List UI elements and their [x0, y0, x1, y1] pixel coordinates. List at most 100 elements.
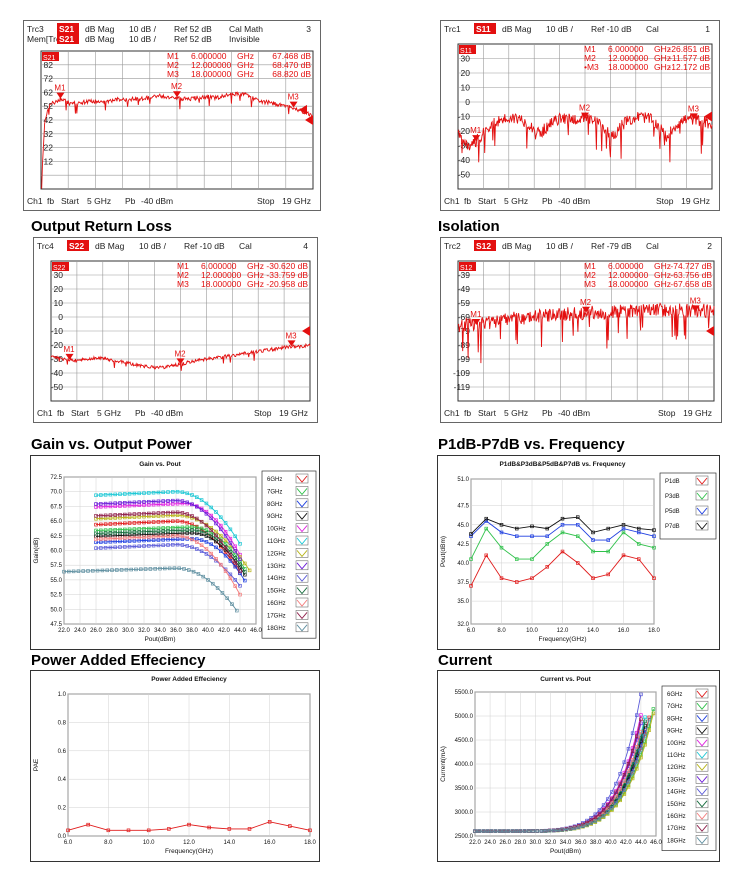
data-point	[166, 510, 170, 515]
data-point	[225, 596, 229, 600]
data-point	[228, 576, 233, 581]
current-vs-pout-chart: Current vs. Pout 22.0 24.0 26.0 28.0 30.0 32.0…	[437, 670, 720, 862]
data-point	[639, 713, 643, 717]
y-tick-label: -50	[51, 382, 64, 392]
data-point	[576, 825, 581, 830]
footer-field: -40 dBm	[141, 196, 173, 206]
marker-readout-freq: 18.000000	[608, 279, 648, 289]
data-point	[514, 580, 519, 584]
data-point	[185, 528, 189, 532]
y-tick-label: 70.0	[50, 490, 62, 496]
y-tick-label: 30	[461, 54, 471, 64]
data-point	[591, 576, 595, 580]
data-point	[591, 538, 595, 542]
data-point	[560, 530, 565, 535]
data-point	[214, 521, 218, 526]
data-point	[639, 717, 643, 721]
data-point	[161, 511, 165, 515]
x-tick-label: 6.0	[64, 840, 73, 846]
legend-label: 10GHz	[667, 741, 686, 747]
s11-return-loss-chart: Trc1 S11 dB Mag 10 dB / Ref -10 dB Cal 1 30 20 10…	[440, 20, 720, 211]
data-point	[132, 512, 137, 516]
data-point	[100, 568, 105, 573]
y-tick-label: 0.0	[58, 834, 67, 840]
legend-swatch	[296, 488, 308, 496]
data-point	[618, 782, 622, 786]
data-point	[143, 567, 148, 571]
legend-swatch-box	[695, 688, 709, 699]
legend-swatch-box	[695, 786, 709, 796]
data-point	[142, 535, 146, 539]
data-point	[190, 537, 194, 542]
data-point	[199, 549, 204, 553]
data-point	[167, 827, 171, 831]
legend-swatch	[696, 776, 708, 784]
data-point	[585, 823, 589, 827]
footer-field: 19 GHz	[279, 408, 308, 418]
data-point	[156, 502, 161, 507]
data-point	[156, 538, 161, 542]
y-tick-label: 5000.0	[455, 714, 474, 720]
y-tick-label: 62.5	[50, 534, 62, 540]
data-point	[108, 501, 113, 506]
data-point	[118, 530, 122, 535]
data-point	[652, 576, 656, 580]
chart-svg: Trc3 S21 dB Mag 10 dB / Ref 52 dB Cal Math 3 Me…	[23, 20, 321, 211]
data-point	[576, 534, 580, 538]
series-line	[67, 821, 311, 831]
legend-swatch	[696, 690, 708, 698]
data-point	[171, 510, 175, 515]
data-point	[469, 584, 473, 588]
data-point	[142, 511, 146, 516]
data-point	[228, 553, 233, 557]
legend-label: 11GHz	[267, 539, 285, 545]
data-point	[195, 547, 199, 551]
header-param: S21	[59, 24, 74, 34]
legend-swatch-box	[295, 535, 309, 546]
header-field: 10 dB /	[546, 24, 574, 34]
data-point	[233, 564, 237, 569]
data-point	[209, 528, 213, 532]
y-tick-label: -30	[458, 141, 471, 151]
data-point	[556, 828, 560, 833]
data-point	[204, 552, 209, 556]
legend-label: 13GHz	[267, 564, 286, 570]
data-point	[139, 567, 143, 571]
footer-field: Ch1	[444, 408, 460, 418]
data-point	[103, 522, 108, 526]
data-point	[499, 530, 504, 535]
data-point	[175, 501, 180, 506]
marker-readout-unit: GHz	[247, 261, 264, 271]
data-point	[214, 545, 218, 550]
trace-badge-label: S11	[460, 48, 472, 55]
footer-field: 5 GHz	[504, 408, 528, 418]
data-point	[219, 533, 223, 538]
data-point	[485, 829, 490, 833]
header-field: Ref -79 dB	[591, 241, 632, 251]
data-point	[635, 713, 639, 717]
data-point	[123, 501, 127, 505]
data-point	[484, 526, 488, 531]
legend-swatch-box	[295, 510, 309, 521]
marker-readout-unit: GHz	[237, 60, 254, 70]
x-tick-label: 18.0	[648, 628, 660, 634]
x-tick-label: 10.0	[526, 628, 538, 634]
data-point	[576, 523, 580, 527]
data-point	[204, 531, 209, 535]
data-point	[113, 536, 117, 541]
legend-swatch	[296, 512, 308, 520]
data-point	[127, 530, 132, 534]
marker-readout-value: -12.172 dB	[668, 62, 710, 72]
data-point	[610, 806, 614, 810]
marker-readout-label: M2	[177, 270, 189, 280]
data-point	[113, 501, 117, 505]
data-point	[175, 537, 180, 542]
marker-label: M1	[64, 345, 76, 354]
header-field: 2	[707, 241, 712, 251]
data-point	[530, 576, 534, 580]
footer-field: 19 GHz	[681, 196, 710, 206]
data-point	[585, 820, 589, 825]
marker-label: M2	[175, 349, 187, 358]
data-point	[195, 516, 199, 521]
data-point	[103, 493, 108, 497]
